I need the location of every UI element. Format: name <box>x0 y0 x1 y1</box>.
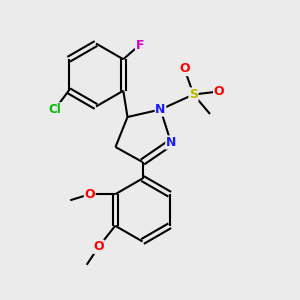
Text: O: O <box>93 240 104 253</box>
Text: O: O <box>179 62 190 76</box>
Text: S: S <box>189 88 198 101</box>
Text: N: N <box>166 136 176 149</box>
Text: Cl: Cl <box>49 103 61 116</box>
Text: N: N <box>155 103 166 116</box>
Text: F: F <box>136 39 144 52</box>
Text: O: O <box>214 85 224 98</box>
Text: O: O <box>84 188 95 201</box>
